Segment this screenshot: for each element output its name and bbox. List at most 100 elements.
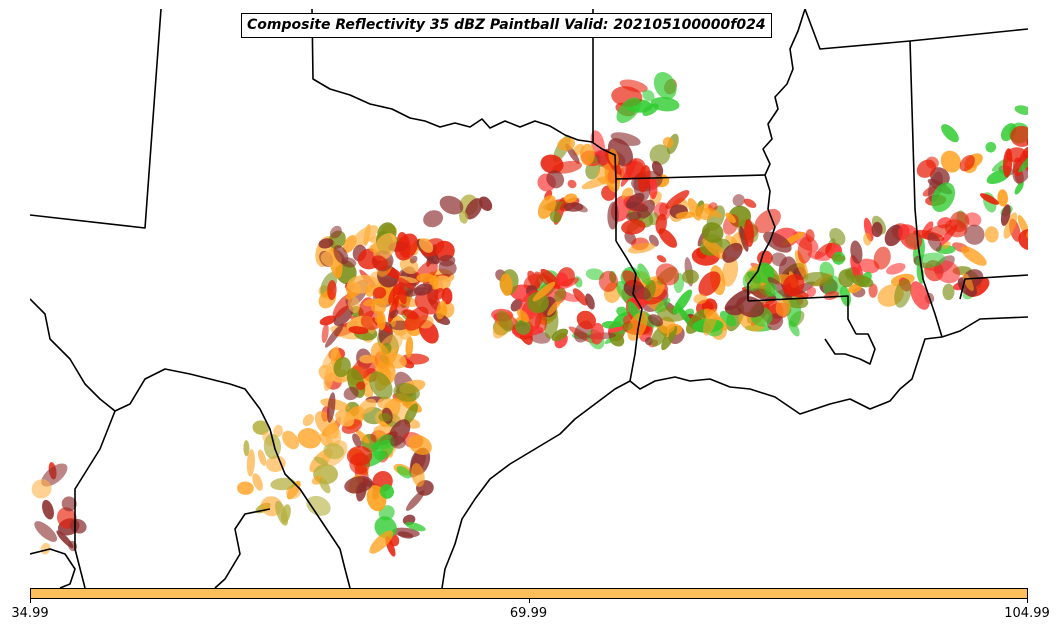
paintball-blob [554,288,566,302]
paintball-blob [724,289,751,311]
paintball-blob [984,226,999,243]
paintball-blob [662,137,674,148]
paintball-blob [830,254,846,262]
paintball-blob [418,238,434,253]
boundary-mississippi-river [747,9,806,301]
paintball-blob [931,182,956,212]
paintball-blob [622,322,634,331]
coastline-delta [824,333,876,365]
paintball-blob [405,521,426,532]
paintball-blob [797,236,813,264]
paintball-blob [851,275,874,288]
paintball-blob [658,228,678,248]
paintball-blob [243,440,250,457]
paintball-blob [252,420,270,435]
paintball-blob [997,189,1009,207]
paintball-blob [551,328,569,342]
paintball-blob [394,233,419,261]
paintball-blob [626,211,642,221]
paintball-blob [598,270,619,292]
paintball-blob [959,155,975,172]
paintball-blob [782,274,805,297]
paintball-blob [370,342,391,373]
paintball-blob [563,202,584,212]
paintball-blob [590,322,604,345]
paintball-blob [321,323,329,344]
paintball-blob [642,103,659,116]
paintball-blob [942,241,951,250]
paintball-blob [372,286,387,299]
boundary-rio-grande [30,298,351,588]
paintball-blob [510,298,523,312]
paintball-blob [265,455,286,473]
paintball-blob [1002,148,1013,178]
paintball-blob [359,354,375,364]
paintball-blob [949,211,970,233]
paintball-blob [282,430,300,450]
paintball-blob [423,210,444,228]
paintball-blob [736,296,765,318]
paintball-blob [552,160,583,174]
map-title: Composite Reflectivity 35 dBZ Paintball … [241,13,772,38]
paintball-blob [527,270,541,290]
paintball-blob [567,179,577,189]
paintball-blob [1026,196,1028,208]
paintball-blob [1018,151,1028,173]
paintball-blob [408,434,432,456]
paintball-blob [719,310,737,327]
paintball-blob [648,314,664,327]
paintball-blob [318,238,334,249]
paintball-blob [515,319,531,335]
paintball-blob [701,222,724,243]
paintball-blob [544,310,559,339]
paintball-blob [345,290,356,300]
paintball-blob [396,465,412,479]
paintball-blob [873,246,891,270]
paintball-blob [743,198,757,209]
paintball-blob [273,424,283,438]
paintball-blob [275,500,289,526]
boundary-al-ga [909,28,1028,42]
paintball-blob [322,346,339,369]
paintball-blob [585,268,605,281]
paintball-blob [805,229,815,243]
coastline-gulf [629,316,1028,415]
paintball-blob [327,280,337,301]
paintball-blob [324,323,344,348]
paintball-blob [656,255,667,263]
boundary-ar-la [615,174,766,180]
paintball-blob [397,287,407,305]
paintball-blob [616,306,628,317]
paintball-blob [771,252,787,267]
paintball-blob [886,262,906,275]
paintball-blob [349,452,371,475]
map-canvas[interactable] [30,9,1028,588]
paintball-blob [555,272,569,286]
paintball-blob [637,263,651,286]
paintball-blob [576,310,597,330]
paintball-blob [806,287,817,297]
boundary-la-ms [747,295,857,335]
boundary-ar-tx [601,148,617,241]
paintball-blob [616,97,641,123]
paintball-blob [397,531,414,539]
paintball-blob [41,463,68,487]
paintball-blob [725,212,736,224]
paintball-blob [257,449,267,466]
paintball-blob [703,207,723,218]
paintball-blob [653,71,677,100]
paintball-blob [672,289,693,315]
boundary-al-fl [959,274,1028,300]
paintball-blob [438,254,456,267]
paintball-blob [927,232,942,252]
boundary-nm-west [30,9,162,229]
paintball-blob [404,403,419,425]
paintball-blob [358,398,377,414]
paintball-blob [405,336,414,358]
paintball-blob [370,298,387,315]
paintball-blob [965,212,982,227]
paintball-blob [527,292,549,314]
paintball-blob [962,272,974,292]
paintball-blob [516,309,530,323]
paintball-blob [323,361,335,391]
